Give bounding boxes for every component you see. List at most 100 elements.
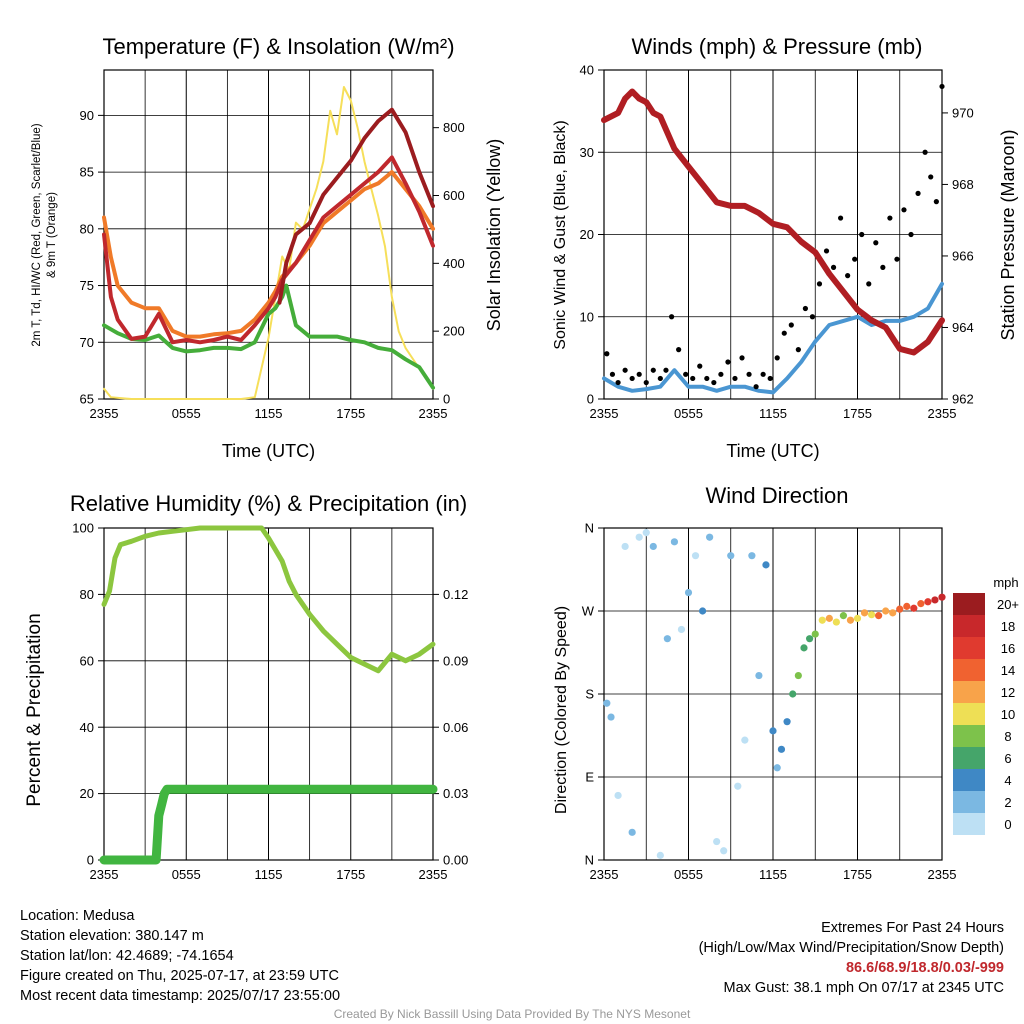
- gust-point: [795, 347, 801, 353]
- direction-point: [924, 598, 932, 606]
- temp-2m-line: [102, 155, 435, 345]
- gust-point: [697, 363, 703, 369]
- gust-point: [657, 375, 663, 382]
- y2-tick-label: 400: [443, 256, 465, 271]
- y2-tick-label: 964: [952, 320, 974, 335]
- x-tick-label: 1755: [336, 867, 365, 882]
- direction-point: [800, 644, 808, 652]
- legend-label: 4: [1004, 773, 1011, 788]
- gust-point: [933, 199, 939, 205]
- gust-point: [823, 248, 830, 254]
- x-tick-label: 1755: [843, 867, 872, 882]
- max-gust-text: Max Gust: 38.1 mph On 07/17 at 2345 UTC: [723, 980, 1004, 996]
- direction-point: [882, 607, 890, 615]
- direction-point: [706, 533, 714, 541]
- y2-tick-label: 966: [952, 249, 974, 264]
- x-tick-label: 2355: [928, 406, 957, 421]
- legend-label: 10: [1001, 707, 1015, 722]
- extremes-subtitle: (High/Low/Max Wind/Precipitation/Snow De…: [698, 940, 1004, 956]
- gust-point: [753, 384, 759, 390]
- y-tick-label: 40: [80, 720, 94, 735]
- y-tick-label: 85: [80, 165, 94, 180]
- y-axis-label: & 9m T (Orange): [46, 192, 58, 278]
- gust-point: [845, 273, 851, 279]
- x-axis-label: Time (UTC): [222, 441, 315, 461]
- created-text: Figure created on Thu, 2025-07-17, at 23…: [20, 968, 339, 984]
- x-tick-label: 0555: [172, 867, 201, 882]
- x-tick-label: 2355: [590, 867, 619, 882]
- gust-point: [859, 231, 865, 238]
- gust-point: [802, 305, 808, 312]
- chart-title-humidity: Relative Humidity (%) & Precipitation (i…: [70, 491, 467, 516]
- legend-label: 2: [1004, 795, 1011, 810]
- humidity-line: [101, 525, 436, 674]
- legend-label: 12: [1001, 685, 1015, 700]
- y2-tick-label: 200: [443, 324, 465, 339]
- direction-point: [635, 533, 643, 541]
- gust-point: [816, 281, 823, 287]
- direction-point: [734, 782, 742, 790]
- direction-point: [727, 552, 735, 560]
- gust-point: [683, 371, 689, 377]
- recent-text: Most recent data timestamp: 2025/07/17 2…: [20, 988, 341, 1004]
- legend-swatch: [953, 769, 985, 791]
- gust-point: [609, 371, 616, 377]
- pressure-line: [601, 88, 945, 356]
- direction-point: [677, 625, 686, 634]
- y-tick-label: 20: [580, 227, 594, 242]
- direction-point: [777, 745, 786, 753]
- plot-frame: [603, 527, 943, 861]
- extremes-info: Extremes For Past 24 Hours (High/Low/Max…: [699, 918, 1004, 998]
- y-tick-label: 0: [587, 392, 594, 407]
- gust-point: [939, 83, 945, 90]
- heat-index-line: [277, 107, 435, 305]
- legend-swatch: [953, 725, 985, 747]
- direction-point: [867, 611, 876, 619]
- elevation-text: Station elevation: 380.147 m: [20, 928, 204, 944]
- chart-title-direction: Wind Direction: [705, 483, 848, 508]
- x-tick-label: 2355: [419, 867, 448, 882]
- y-tick-label: S: [585, 687, 594, 702]
- gust-point: [643, 379, 649, 386]
- legend-swatch: [953, 747, 985, 769]
- legend-label: 18: [1001, 619, 1015, 634]
- y-tick-label: 10: [580, 309, 594, 324]
- legend-swatch: [953, 659, 985, 681]
- direction-point: [789, 690, 797, 698]
- legend-label: 8: [1004, 729, 1011, 744]
- dewpoint-line: [102, 283, 435, 390]
- y2-tick-label: 0.12: [443, 587, 468, 602]
- x-tick-label: 1155: [255, 406, 283, 421]
- legend-label: 20+: [997, 597, 1019, 612]
- y-tick-label: W: [582, 604, 595, 619]
- direction-point: [910, 604, 918, 612]
- gust-point: [922, 149, 928, 155]
- gust-point: [615, 379, 621, 386]
- y-tick-label: 100: [72, 521, 94, 536]
- direction-point: [603, 699, 611, 707]
- x-tick-label: 2355: [419, 406, 448, 421]
- legend-swatch: [953, 791, 985, 813]
- direction-point: [896, 605, 904, 613]
- location-text: Location: Medusa: [20, 908, 135, 924]
- direction-point: [806, 635, 814, 643]
- gust-point: [718, 371, 724, 377]
- direction-point: [614, 791, 622, 800]
- gust-point: [604, 351, 610, 357]
- direction-point: [811, 630, 819, 638]
- y-tick-label: 80: [80, 587, 94, 602]
- direction-point: [628, 828, 636, 836]
- legend-swatch: [953, 637, 985, 659]
- legend-swatch: [953, 681, 985, 703]
- gust-point: [760, 371, 766, 377]
- y-tick-label: 90: [80, 108, 94, 123]
- direction-point: [783, 718, 791, 726]
- x-tick-label: 2355: [590, 406, 619, 421]
- legend-label: 6: [1004, 751, 1011, 766]
- direction-point: [663, 635, 671, 643]
- gust-point: [690, 375, 696, 382]
- legend-label: 14: [1001, 663, 1015, 678]
- extremes-title: Extremes For Past 24 Hours: [821, 920, 1004, 936]
- direction-point: [917, 600, 925, 608]
